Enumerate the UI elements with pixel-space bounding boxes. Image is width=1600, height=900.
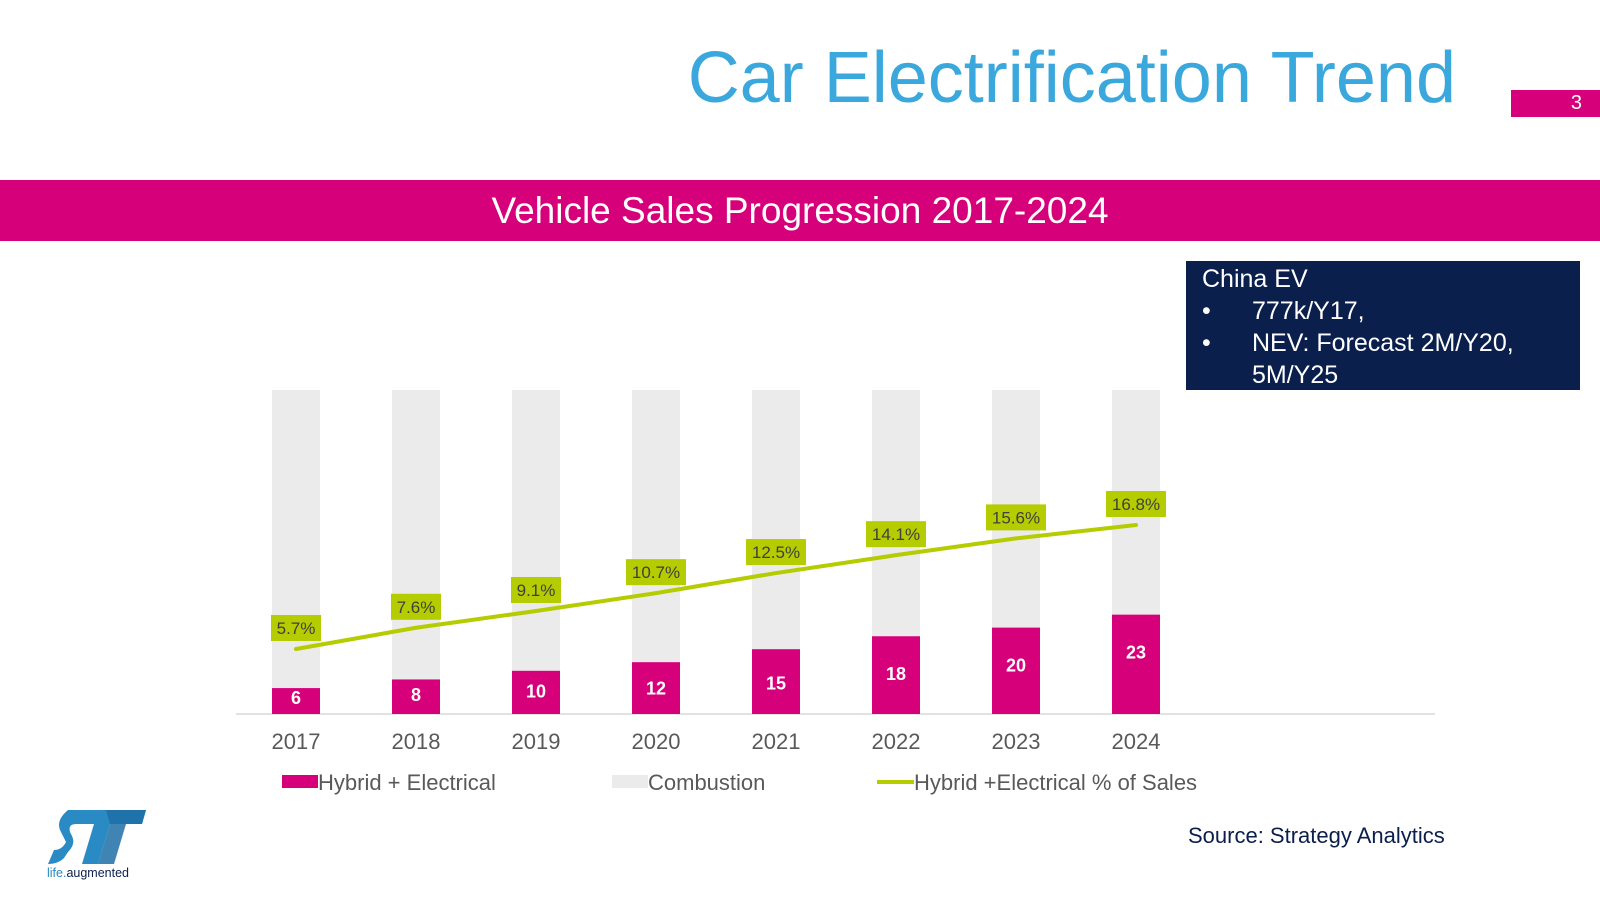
combustion-bar [632, 390, 680, 663]
x-tick-label: 2023 [992, 729, 1041, 754]
info-box-list: 777k/Y17, NEV: Forecast 2M/Y20, 5M/Y25 [1202, 295, 1564, 391]
x-tick-label: 2024 [1112, 729, 1161, 754]
logo-tagline: life.augmented [47, 866, 129, 880]
hybrid-electrical-bar [752, 649, 800, 714]
combustion-bar [752, 390, 800, 650]
info-box-item: 777k/Y17, [1202, 295, 1564, 327]
bar-value-label: 8 [411, 685, 421, 705]
combustion-bar [272, 390, 320, 689]
china-ev-info-box: China EV 777k/Y17, NEV: Forecast 2M/Y20,… [1186, 261, 1580, 390]
percent-label-box [866, 521, 926, 548]
legend-swatch-hybrid [282, 775, 318, 788]
percent-label-box [391, 593, 441, 620]
legend-label-combustion: Combustion [648, 770, 765, 795]
percent-data-label: 7.6% [397, 598, 436, 617]
percent-label-box [746, 539, 806, 566]
percent-data-label: 12.5% [752, 543, 800, 562]
percent-data-label: 15.6% [992, 508, 1040, 527]
bar-value-label: 10 [526, 682, 546, 702]
hybrid-electrical-bar [872, 636, 920, 714]
x-tick-label: 2021 [752, 729, 801, 754]
hybrid-electrical-bar [632, 662, 680, 714]
percent-data-label: 9.1% [517, 581, 556, 600]
bar-value-label: 12 [646, 678, 666, 698]
percent-of-sales-line [294, 523, 1138, 651]
legend-swatch-combustion [612, 775, 648, 788]
percent-data-label: 10.7% [632, 563, 680, 582]
percent-data-label: 14.1% [872, 525, 920, 544]
st-logo-mark-icon [48, 810, 146, 864]
percent-data-label: 5.7% [277, 619, 316, 638]
st-logo: life.augmented [47, 810, 146, 880]
percent-data-label: 16.8% [1112, 495, 1160, 514]
x-tick-label: 2020 [632, 729, 681, 754]
slide-title: Car Electrification Trend [687, 38, 1456, 118]
hybrid-electrical-bar [1112, 614, 1160, 714]
bar-value-label: 6 [291, 688, 301, 708]
x-tick-label: 2022 [872, 729, 921, 754]
hybrid-electrical-bar [272, 688, 320, 714]
legend-label-hybrid: Hybrid + Electrical [318, 770, 496, 795]
percent-label-box [1106, 491, 1166, 517]
source-note: Source: Strategy Analytics [1188, 823, 1445, 848]
combustion-bar [872, 390, 920, 637]
percent-label-box [986, 504, 1046, 531]
chart-banner-title: Vehicle Sales Progression 2017-2024 [0, 180, 1600, 241]
percent-label-box [511, 577, 561, 604]
bar-value-label: 18 [886, 664, 906, 684]
combustion-bar [392, 390, 440, 680]
info-box-item: NEV: Forecast 2M/Y20, 5M/Y25 [1202, 327, 1564, 391]
x-tick-label: 2018 [392, 729, 441, 754]
x-tick-label: 2017 [272, 729, 321, 754]
hybrid-electrical-bar [392, 679, 440, 714]
page-number: 3 [1511, 90, 1600, 117]
hybrid-electrical-bar [512, 670, 560, 714]
hybrid-electrical-bar [992, 627, 1040, 714]
bar-value-label: 23 [1126, 643, 1146, 663]
bar-value-label: 15 [766, 673, 786, 693]
bar-value-label: 20 [1006, 656, 1026, 676]
legend-label-percent: Hybrid +Electrical % of Sales [914, 770, 1197, 795]
combustion-bar [512, 390, 560, 671]
percent-label-box [626, 559, 686, 586]
info-box-heading: China EV [1202, 265, 1308, 293]
x-tick-label: 2019 [512, 729, 561, 754]
percent-label-box [271, 615, 321, 641]
